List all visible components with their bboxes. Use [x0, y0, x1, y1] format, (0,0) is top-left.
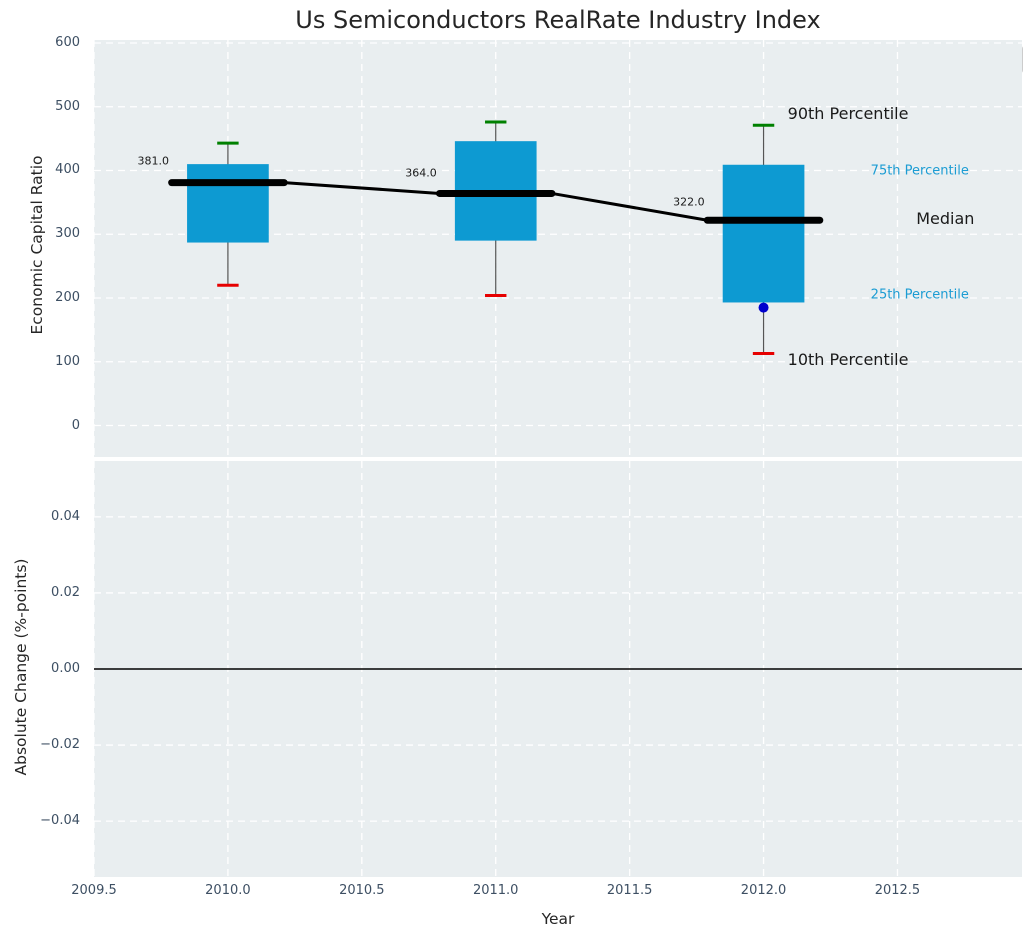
y-tick-label: 500	[55, 98, 80, 114]
y-tick-label: 400	[55, 162, 80, 178]
annotation-322-0: 322.0	[673, 195, 705, 209]
percentile-box	[187, 164, 269, 243]
annotation-10th-percentile: 10th Percentile	[787, 349, 909, 369]
x-tick-label: 2012.5	[874, 883, 921, 898]
x-tick-label: 2012.0	[740, 883, 787, 898]
x-tick-label: 2010.5	[339, 883, 385, 898]
y-tick-label: 100	[55, 353, 80, 369]
annotation-364-0: 364.0	[405, 166, 437, 180]
company-point	[758, 302, 769, 313]
y-tick-label: −0.02	[40, 737, 80, 753]
annotation-381-0: 381.0	[137, 154, 169, 168]
y-tick-label: 600	[55, 34, 80, 50]
x-tick-label: 2011.0	[472, 883, 519, 898]
y-tick-label: 0.00	[51, 661, 80, 676]
y-tick-label: −0.04	[40, 813, 80, 829]
x-tick-label: 2009.5	[71, 883, 117, 898]
plot-area-top	[94, 40, 1022, 457]
y-tick-label: 0.04	[51, 508, 80, 524]
x-tick-label: 2010.0	[205, 883, 251, 898]
annotation-90th-percentile: 90th Percentile	[787, 103, 909, 123]
chart-title: Us Semiconductors RealRate Industry Inde…	[295, 6, 821, 34]
y-tick-label: 300	[55, 226, 80, 242]
y-tick-label: 200	[55, 290, 80, 305]
y-tick-label: 0.02	[51, 584, 80, 600]
plot-area-bottom	[94, 461, 1022, 877]
x-tick-label: 2011.5	[606, 883, 653, 898]
x-axis-label: Year	[541, 910, 575, 928]
annotation-median: Median	[916, 208, 975, 228]
plot-background	[94, 40, 1022, 457]
annotation-25th-percentile: 25th Percentile	[870, 287, 969, 303]
percentile-box	[722, 164, 805, 303]
annotation-75th-percentile: 75th Percentile	[870, 163, 969, 179]
y-axis-label-top: Economic Capital Ratio	[28, 155, 46, 335]
y-tick-label: 0	[71, 417, 80, 433]
